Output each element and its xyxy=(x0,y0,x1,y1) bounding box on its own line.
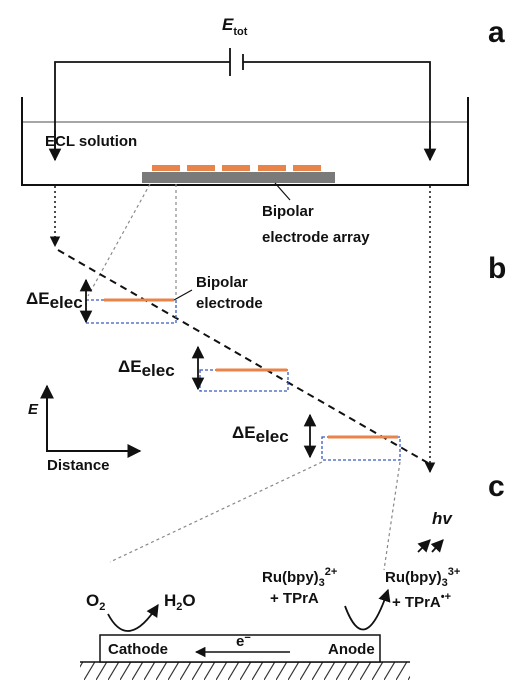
panel-label: c xyxy=(488,470,505,503)
text-part: O xyxy=(86,591,99,610)
text-part: 3+ xyxy=(448,566,461,578)
light-label: hv xyxy=(432,509,453,528)
delta-label: ΔEelec xyxy=(26,289,83,312)
product: Ru(bpy)33+ xyxy=(385,566,460,589)
reaction-arrows xyxy=(108,590,388,631)
text-part: E xyxy=(222,15,234,34)
electrode-array xyxy=(142,165,335,200)
text-part: e xyxy=(236,633,244,650)
anode-label: Anode xyxy=(328,641,375,658)
electrode-label: electrode xyxy=(196,295,263,312)
text-part: •+ xyxy=(441,591,451,603)
text-part: + TPrA xyxy=(392,594,441,611)
array-label: electrode array xyxy=(262,229,370,246)
text-part: ΔE xyxy=(26,289,50,308)
cathode-label: Cathode xyxy=(108,641,168,658)
array-label: Bipolar xyxy=(262,203,314,220)
text-part: tot xyxy=(233,26,247,38)
delta-label: ΔEelec xyxy=(118,357,175,380)
electrode-label: Bipolar xyxy=(196,274,248,291)
text-part: 3 xyxy=(442,577,448,589)
panel-label: a xyxy=(488,16,505,49)
figure: a Etot ECL solution Bipolar electrode ar… xyxy=(0,0,522,680)
product: H2O xyxy=(164,591,196,613)
reactant: O2 xyxy=(86,591,105,613)
text-part: 2+ xyxy=(325,566,338,578)
text-part: ΔE xyxy=(232,423,256,442)
text-part: elec xyxy=(50,293,83,312)
text-part: Ru(bpy) xyxy=(262,569,319,586)
axis-label: E xyxy=(28,401,39,418)
reactant: Ru(bpy)32+ xyxy=(262,566,337,589)
text-part: Ru(bpy) xyxy=(385,569,442,586)
text-part: ΔE xyxy=(118,357,142,376)
reactant: + TPrA xyxy=(270,590,319,607)
solution-label: ECL solution xyxy=(45,133,137,150)
light-arrows xyxy=(418,540,443,552)
projection xyxy=(110,462,400,570)
text-part: − xyxy=(244,632,250,644)
text-part: elec xyxy=(142,361,175,380)
text-part: 3 xyxy=(319,577,325,589)
battery-label: Etot xyxy=(222,15,248,38)
text-part: O xyxy=(182,591,195,610)
product: + TPrA•+ xyxy=(392,591,451,611)
axes xyxy=(46,386,140,451)
panel-label: b xyxy=(488,252,506,285)
text-part: elec xyxy=(256,427,289,446)
axis-label: Distance xyxy=(47,457,110,474)
text-part: 2 xyxy=(99,601,105,613)
delta-label: ΔEelec xyxy=(232,423,289,446)
text-part: H xyxy=(164,591,176,610)
